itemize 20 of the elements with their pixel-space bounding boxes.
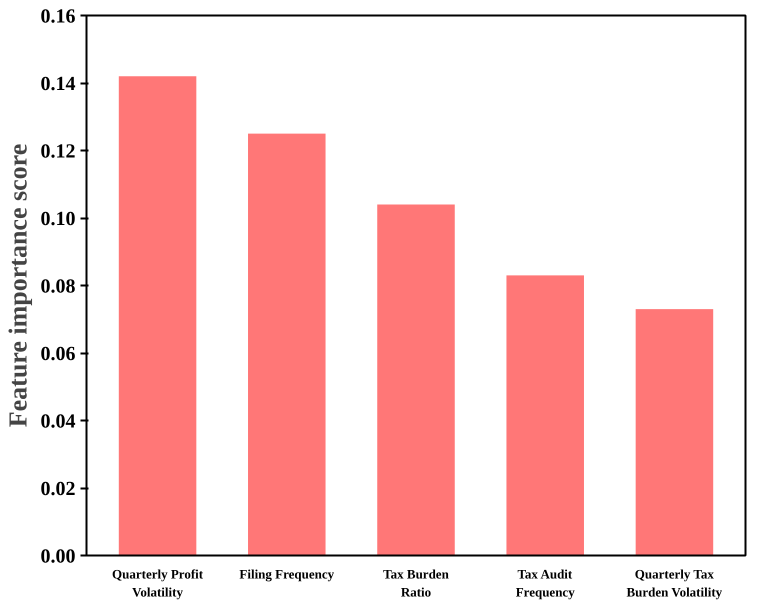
x-tick-label: Tax Burden Ratio [383,566,450,600]
bar [118,76,196,556]
x-tick-label: Quarterly Tax Burden Volatility [626,566,723,600]
y-tick-label: 0.04 [40,410,76,432]
bar [506,275,584,556]
y-tick-label: 0.06 [40,343,76,365]
bar [377,204,455,556]
bar [248,134,326,556]
bar [636,309,714,556]
y-tick-label: 0.12 [40,140,76,162]
x-tick-label: Filing Frequency [239,566,335,582]
x-tick-label: Quarterly Profit Volatility [112,566,204,600]
x-tick-label: Tax Audit Frequency [516,566,576,600]
y-tick-label: 0.10 [40,208,76,230]
y-tick-label: 0.14 [40,73,76,95]
y-tick-label: 0.08 [40,276,76,298]
y-tick-label: 0.00 [40,546,76,568]
y-axis-title: Feature importance score [4,144,32,428]
y-tick-label: 0.02 [40,478,76,500]
y-tick-label: 0.16 [40,6,76,28]
